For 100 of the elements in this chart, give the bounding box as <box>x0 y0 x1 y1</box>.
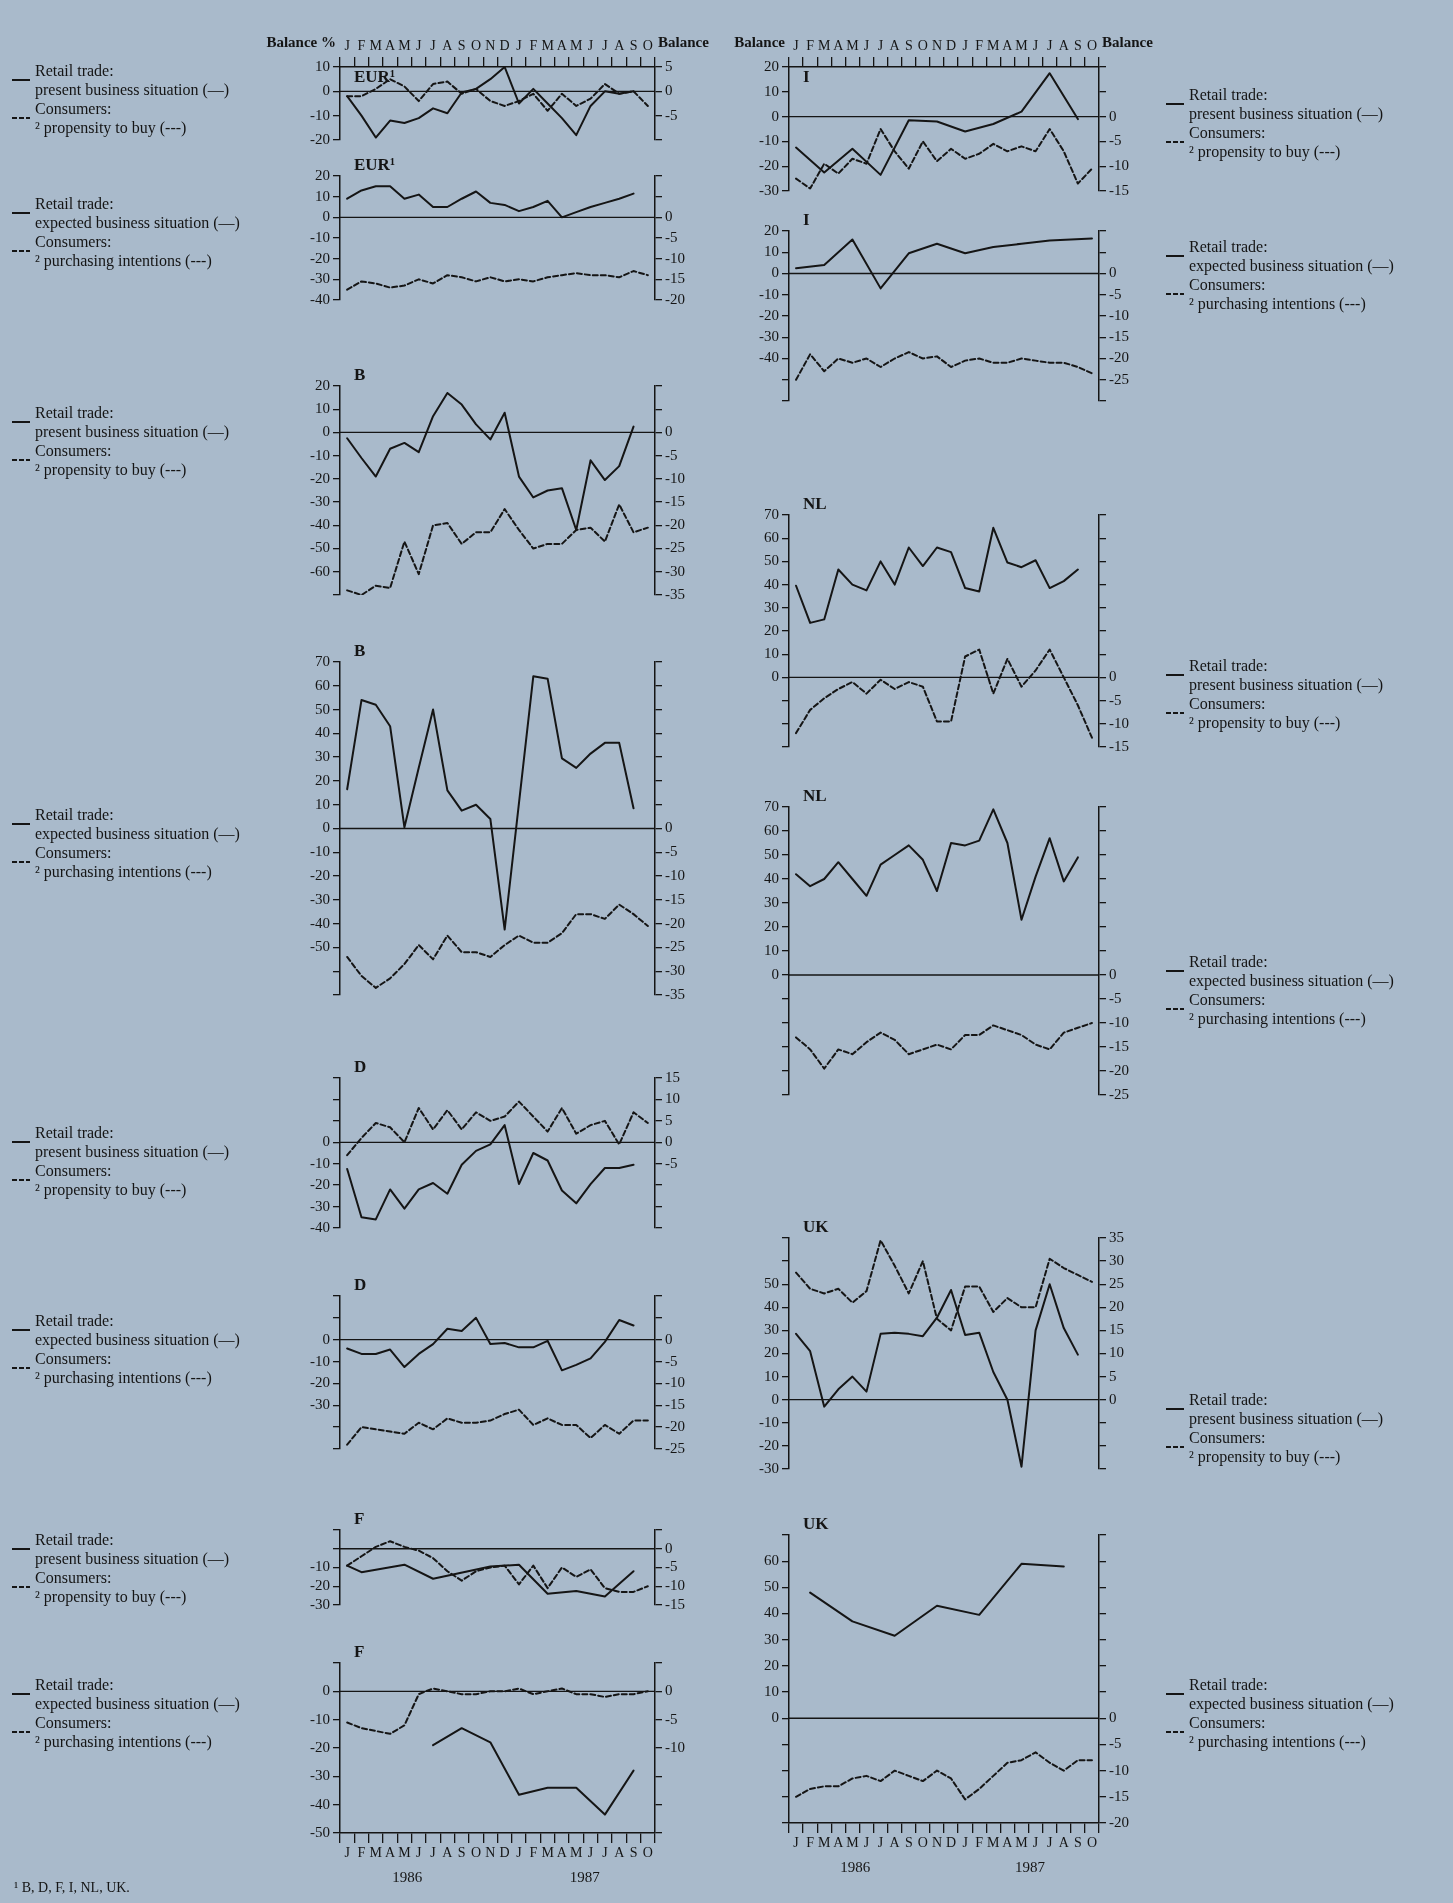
x-tick-label: J <box>962 1835 969 1851</box>
chart-title: D <box>354 1056 367 1076</box>
y-tick-label: 20 <box>764 621 779 638</box>
y-tick-label: 60 <box>764 529 779 546</box>
y2-tick-label: -15 <box>665 890 685 907</box>
y-tick-label: 10 <box>315 57 330 74</box>
legend-label: Consumers: ² propensity to buy (---) <box>35 1161 187 1199</box>
legend-label: Retail trade: expected business situation (—) <box>35 1311 240 1349</box>
x-tick-label: J <box>516 1845 523 1861</box>
x-tick-label: J <box>863 1835 870 1851</box>
y-tick-label: 10 <box>315 795 330 812</box>
legend-label: Retail trade: present business situation (—) <box>35 1530 230 1568</box>
x-tick-label: M <box>846 1835 860 1851</box>
legend-label: Retail trade: expected business situation (—) <box>1189 1675 1394 1713</box>
y-tick-label: 30 <box>315 748 330 765</box>
y-tick-label: 0 <box>771 668 779 685</box>
text: 1986 <box>840 1859 871 1876</box>
y2-axis-title: Balance <box>658 33 710 50</box>
x-tick-label: J <box>587 1845 594 1861</box>
y2-tick-label: -10 <box>665 867 685 884</box>
legend-label: Retail trade: present business situation (—) <box>1189 1390 1384 1428</box>
chart-title: B <box>354 640 366 660</box>
y-tick-label: 0 <box>771 965 779 982</box>
y-tick-label: 10 <box>764 941 779 958</box>
y2-tick-label: -25 <box>1109 1085 1129 1102</box>
y-tick-label: 30 <box>764 598 779 615</box>
y-tick-label: 70 <box>315 652 330 669</box>
text: 1986 <box>392 1869 423 1886</box>
chart-title: D <box>354 1274 367 1294</box>
x-tick-label: A <box>833 1835 845 1851</box>
y-tick-label: 20 <box>764 1344 779 1361</box>
y2-tick-label: -15 <box>1109 328 1129 345</box>
y-tick-label: -30 <box>310 270 330 287</box>
x-tick-label: F <box>529 38 538 54</box>
legend-label: Consumers: ² purchasing intentions (---) <box>35 232 212 270</box>
y-tick-label: 0 <box>322 82 330 99</box>
legend-label: Consumers: ² purchasing intentions (---) <box>35 1713 212 1751</box>
y2-tick-label: 0 <box>1109 1709 1117 1726</box>
y2-tick-label: 0 <box>665 819 673 836</box>
y2-tick-label: -20 <box>665 1418 685 1435</box>
y-tick-label: -30 <box>759 328 779 345</box>
y-tick-label: -40 <box>310 516 330 533</box>
y2-tick-label: 0 <box>665 208 673 225</box>
x-tick-label: O <box>917 1835 928 1851</box>
y2-tick-label: 0 <box>665 1539 673 1556</box>
x-tick-label: S <box>1073 38 1082 54</box>
y-tick-label: 30 <box>764 1321 779 1338</box>
legend-label: Consumers: ² purchasing intentions (---) <box>35 1349 212 1387</box>
x-tick-label: J <box>344 1845 351 1861</box>
x-tick-label: M <box>1015 38 1029 54</box>
chart-title: UK <box>803 1216 830 1236</box>
y-tick-label: 0 <box>771 107 779 124</box>
y2-tick-label: 0 <box>1109 1390 1117 1407</box>
x-tick-label: S <box>629 1845 638 1861</box>
x-tick-label: J <box>877 38 884 54</box>
x-tick-label: O <box>642 1845 653 1861</box>
chart-title: I <box>803 66 810 86</box>
y2-tick-label: 5 <box>1109 1367 1117 1384</box>
x-tick-label: M <box>987 38 1001 54</box>
y-tick-label: -40 <box>310 914 330 931</box>
x-tick-label: M <box>369 1845 383 1861</box>
y-tick-label: -20 <box>310 1577 330 1594</box>
y2-tick-label: -10 <box>1109 1013 1129 1030</box>
y-tick-label: 0 <box>322 819 330 836</box>
legend-label: Retail trade: present business situation (—) <box>35 403 230 441</box>
x-tick-label: S <box>629 38 638 54</box>
x-tick-label: J <box>1046 1835 1053 1851</box>
y2-tick-label: -5 <box>665 446 678 463</box>
x-tick-label: N <box>485 38 496 54</box>
y2-tick-label: 0 <box>1109 668 1117 685</box>
x-tick-label: M <box>369 38 383 54</box>
y2-tick-label: 0 <box>665 423 673 440</box>
y-tick-label: -10 <box>310 1154 330 1171</box>
x-tick-label: M <box>398 1845 412 1861</box>
x-tick-label: A <box>442 38 454 54</box>
x-tick-label: A <box>556 38 568 54</box>
y-tick-label: -20 <box>759 306 779 323</box>
y2-tick-label: -5 <box>665 1154 678 1171</box>
y2-tick-label: -15 <box>1109 1787 1129 1804</box>
x-tick-label: F <box>975 38 984 54</box>
y-tick-label: -30 <box>310 1197 330 1214</box>
y-tick-label: -20 <box>310 130 330 147</box>
y2-tick-label: -5 <box>665 106 678 123</box>
y-tick-label: 60 <box>764 821 779 838</box>
y-tick-label: 20 <box>315 166 330 183</box>
x-tick-label: M <box>818 38 831 54</box>
y2-tick-label: -5 <box>1109 989 1122 1006</box>
y-tick-label: 60 <box>315 676 330 693</box>
y-tick-label: -10 <box>759 132 779 149</box>
y-tick-label: -10 <box>310 228 330 245</box>
y2-tick-label: -25 <box>1109 370 1129 387</box>
y-tick-label: -40 <box>759 349 779 366</box>
y-tick-label: 70 <box>764 505 779 522</box>
y-tick-label: -40 <box>310 1795 330 1812</box>
text: 1987 <box>569 1869 601 1886</box>
x-tick-label: J <box>602 38 609 54</box>
y-axis-title: Balance <box>734 33 786 50</box>
x-tick-label: D <box>945 38 957 54</box>
text: 1987 <box>1014 1859 1046 1876</box>
y2-tick-label: -15 <box>1109 181 1129 198</box>
